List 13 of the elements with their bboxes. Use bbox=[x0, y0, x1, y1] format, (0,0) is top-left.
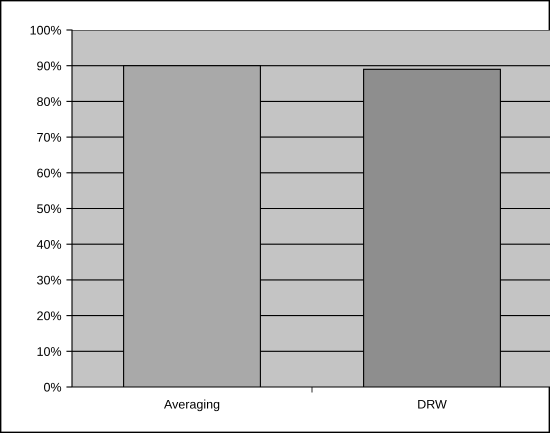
x-tick-label: DRW bbox=[418, 400, 447, 409]
y-tick-label: 50% bbox=[37, 204, 62, 214]
x-tick-label: Averaging bbox=[164, 400, 220, 412]
y-tick-label: 30% bbox=[37, 276, 62, 285]
y-tick-label: 90% bbox=[37, 62, 62, 70]
y-tick-label: 100% bbox=[30, 26, 62, 35]
y-tick-label: 60% bbox=[37, 168, 62, 178]
y-tick-label: 80% bbox=[37, 97, 62, 106]
y-tick-label: 40% bbox=[36, 240, 62, 249]
y-tick-label: 10% bbox=[38, 347, 62, 356]
y-tick-label: 20% bbox=[37, 311, 62, 320]
y-tick-label: 0% bbox=[44, 382, 62, 392]
y-tick-label: 70% bbox=[37, 132, 62, 142]
